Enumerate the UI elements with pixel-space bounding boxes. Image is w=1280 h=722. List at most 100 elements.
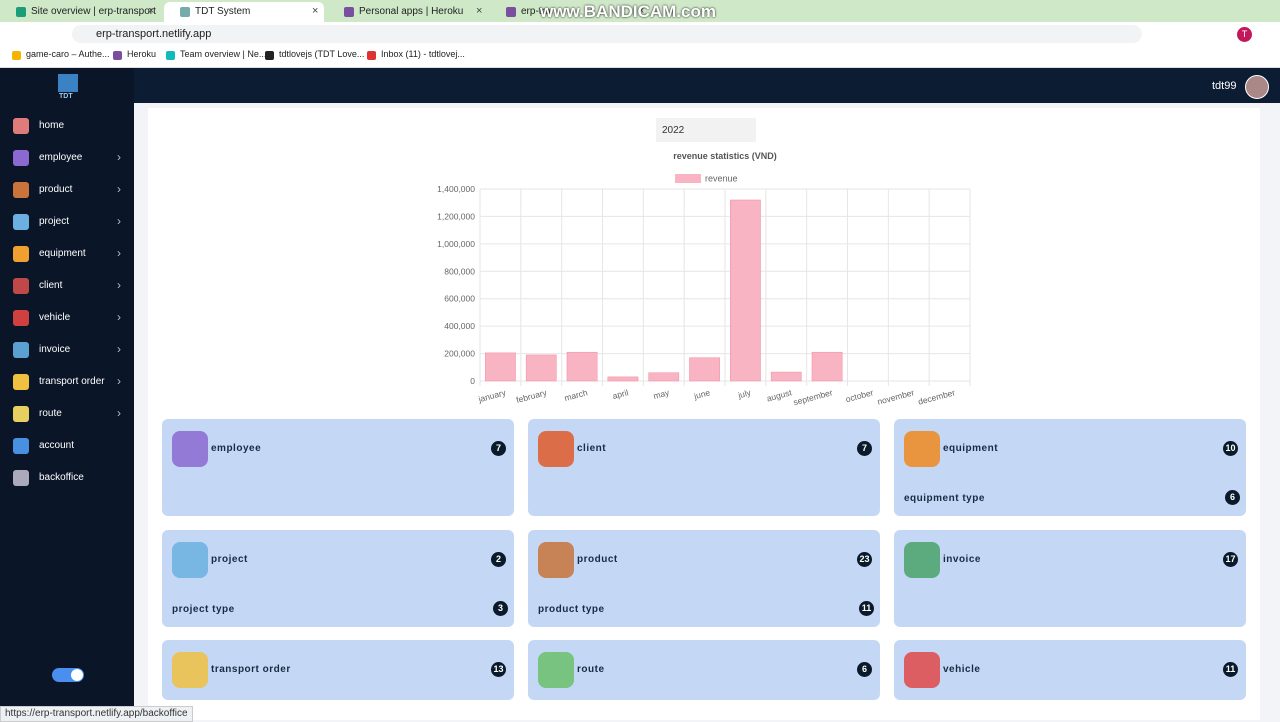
bookmark[interactable]: game-caro – Authe... bbox=[12, 49, 110, 63]
sidebar-item[interactable]: backoffice bbox=[0, 469, 134, 487]
sidebar-icon bbox=[13, 342, 29, 358]
bar bbox=[607, 376, 639, 382]
card-title: client bbox=[577, 443, 607, 454]
card-title: route bbox=[577, 664, 605, 675]
stat-card[interactable]: vehicle 11 bbox=[894, 640, 1246, 700]
card-count: 2 bbox=[491, 552, 506, 567]
x-tick-label: october bbox=[844, 387, 874, 404]
tab-close: × bbox=[476, 5, 483, 17]
sidebar-item[interactable]: employee › bbox=[0, 149, 134, 167]
tab-close: × bbox=[148, 5, 155, 17]
bookmark[interactable]: Team overview | Ne... bbox=[166, 49, 266, 63]
sidebar-item[interactable]: product › bbox=[0, 181, 134, 199]
tab[interactable]: Site overview | erp-transport × bbox=[0, 2, 160, 22]
card-icon bbox=[904, 542, 940, 578]
sidebar-icon bbox=[13, 310, 29, 326]
bar bbox=[485, 352, 516, 382]
sidebar-icon bbox=[13, 438, 29, 454]
chevron: › bbox=[117, 150, 121, 164]
card-count: 10 bbox=[1223, 441, 1238, 456]
bookmark[interactable]: Heroku bbox=[113, 49, 209, 63]
x-tick-label: march bbox=[563, 387, 589, 403]
bookmark-title: Heroku bbox=[127, 49, 157, 59]
y-tick-label: 1,400,000 bbox=[437, 184, 475, 194]
bookmark-icon bbox=[367, 51, 376, 60]
stat-card[interactable]: project 2 project type 3 bbox=[162, 530, 514, 627]
card-icon bbox=[538, 542, 574, 578]
sidebar-item[interactable]: home bbox=[0, 117, 134, 135]
sidebar-item[interactable]: route › bbox=[0, 405, 134, 423]
sidebar-item[interactable]: project › bbox=[0, 213, 134, 231]
bar bbox=[566, 351, 598, 382]
card-sub-title: product type bbox=[538, 604, 605, 615]
x-tick-label: september bbox=[792, 387, 834, 407]
sidebar-item[interactable]: transport order › bbox=[0, 373, 134, 391]
stat-card[interactable]: client 7 bbox=[528, 419, 880, 516]
bar bbox=[525, 354, 557, 382]
card-title: invoice bbox=[943, 554, 981, 565]
card-title: employee bbox=[211, 443, 262, 454]
bookmark[interactable]: tdtlovejs (TDT Love... bbox=[265, 49, 365, 63]
avatar[interactable] bbox=[1245, 75, 1269, 99]
sidebar-icon bbox=[13, 182, 29, 198]
stat-card[interactable]: invoice 17 bbox=[894, 530, 1246, 627]
tab[interactable]: TDT System × bbox=[164, 2, 324, 22]
tab-icon bbox=[344, 7, 354, 17]
tab[interactable]: Personal apps | Heroku × bbox=[328, 2, 488, 22]
profile[interactable]: T bbox=[1237, 27, 1252, 42]
x-tick-label: april bbox=[611, 387, 629, 401]
year-picker[interactable]: 2022 bbox=[656, 118, 756, 142]
card-icon bbox=[538, 431, 574, 467]
sidebar-label: employee bbox=[39, 152, 83, 163]
bookmark[interactable]: Inbox (11) - tdtlovej... bbox=[367, 49, 465, 63]
tab-icon bbox=[506, 7, 516, 17]
user-name: tdt99 bbox=[1212, 80, 1237, 92]
sidebar-item[interactable]: invoice › bbox=[0, 341, 134, 359]
card-count: 11 bbox=[1223, 662, 1238, 677]
sidebar-icon bbox=[13, 246, 29, 262]
sidebar-label: product bbox=[39, 184, 73, 195]
sidebar-icon bbox=[13, 214, 29, 230]
stat-card[interactable]: employee 7 bbox=[162, 419, 514, 516]
stat-card[interactable]: equipment 10 equipment type 6 bbox=[894, 419, 1246, 516]
chevron: › bbox=[117, 310, 121, 324]
y-tick-label: 1,200,000 bbox=[437, 211, 475, 221]
tab[interactable]: erp-tran × bbox=[490, 2, 650, 22]
app-header bbox=[0, 68, 1280, 103]
year-value: 2022 bbox=[662, 125, 685, 136]
sidebar-icon bbox=[13, 118, 29, 134]
card-title: transport order bbox=[211, 664, 291, 675]
sidebar-item[interactable]: account bbox=[0, 437, 134, 455]
tab-close: × bbox=[312, 5, 319, 17]
card-sub-title: project type bbox=[172, 604, 235, 615]
tab-title: Personal apps | Heroku bbox=[359, 6, 464, 17]
sidebar-item[interactable]: vehicle › bbox=[0, 309, 134, 327]
stat-card[interactable]: product 23 product type 11 bbox=[528, 530, 880, 627]
sidebar-label: home bbox=[39, 120, 65, 131]
stat-card[interactable]: route 6 bbox=[528, 640, 880, 700]
card-title: equipment bbox=[943, 443, 999, 454]
address-box[interactable]: erp-transport.netlify.app bbox=[72, 25, 1142, 43]
tab-title: Site overview | erp-transport bbox=[31, 6, 156, 17]
y-tick-label: 200,000 bbox=[444, 349, 475, 359]
sidebar-item[interactable]: equipment › bbox=[0, 245, 134, 263]
logo-icon bbox=[58, 74, 78, 92]
card-sub-count: 11 bbox=[859, 601, 874, 616]
card-count: 7 bbox=[491, 441, 506, 456]
tab-icon bbox=[180, 7, 190, 17]
sidebar-item[interactable]: client › bbox=[0, 277, 134, 295]
bookmark-title: tdtlovejs (TDT Love... bbox=[279, 49, 365, 59]
y-tick-label: 0 bbox=[470, 376, 475, 386]
card-sub-title: equipment type bbox=[904, 493, 985, 504]
chevron: › bbox=[117, 246, 121, 260]
y-tick-label: 400,000 bbox=[444, 321, 475, 331]
language-toggle[interactable] bbox=[52, 668, 84, 682]
watermark: www.BANDICAM.com bbox=[540, 2, 716, 21]
sidebar-icon bbox=[13, 278, 29, 294]
x-tick-label: june bbox=[692, 387, 711, 401]
stat-card[interactable]: transport order 13 bbox=[162, 640, 514, 700]
sidebar-label: backoffice bbox=[39, 472, 84, 483]
x-tick-label: january bbox=[476, 387, 507, 404]
card-title: product bbox=[577, 554, 618, 565]
